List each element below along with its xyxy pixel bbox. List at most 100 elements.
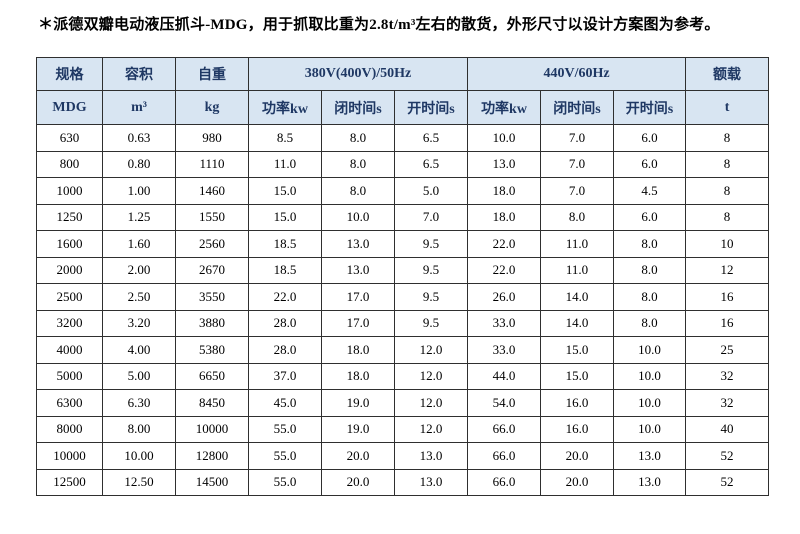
table-cell: 7.0 — [540, 124, 615, 152]
table-cell: 0.63 — [102, 124, 176, 152]
subheader-model: MDG — [36, 90, 103, 125]
table-cell: 7.0 — [540, 150, 615, 178]
table-cell: 13.0 — [467, 150, 542, 178]
table-header: 规格 容积 自重 380V(400V)/50Hz 440V/60Hz 额载 MD… — [36, 57, 770, 125]
table-cell: 3.20 — [102, 309, 176, 337]
table-cell: 1600 — [36, 230, 103, 258]
table-cell: 4.00 — [102, 336, 176, 364]
table-row: 2500 2.50 3550 22.0 17.0 9.5 26.0 14.0 8.0 16 — [36, 283, 770, 311]
table-cell: 8450 — [175, 389, 249, 417]
col-header-volume: 容积 — [102, 57, 176, 91]
table-cell: 8.0 — [613, 230, 687, 258]
table-cell: 5.00 — [102, 362, 176, 390]
table-cell: 6300 — [36, 389, 103, 417]
table-cell: 8.5 — [248, 124, 322, 152]
table-cell: 6.0 — [613, 124, 687, 152]
subheader-close-50hz: 闭时间s — [321, 90, 395, 125]
table-cell: 8.0 — [613, 256, 687, 284]
table-cell: 9.5 — [393, 283, 469, 311]
table-cell: 800 — [36, 150, 103, 178]
table-cell: 19.0 — [321, 389, 395, 417]
subheader-rated-unit: t — [685, 90, 770, 125]
table-cell: 1000 — [36, 177, 103, 205]
table-cell: 8 — [685, 177, 770, 205]
table-cell: 10.0 — [467, 124, 542, 152]
table-cell: 55.0 — [248, 415, 322, 443]
table-row: 10000 10.00 12800 55.0 20.0 13.0 66.0 20.0 13.0 5… — [36, 442, 770, 470]
table-cell: 28.0 — [248, 309, 322, 337]
table-cell: 6.0 — [613, 203, 687, 231]
table-cell: 52 — [685, 442, 770, 470]
table-cell: 18.5 — [248, 256, 322, 284]
table-cell: 32 — [685, 362, 770, 390]
table-cell: 15.0 — [248, 203, 322, 231]
table-cell: 1550 — [175, 203, 249, 231]
table-cell: 11.0 — [540, 256, 615, 284]
table-cell: 13.0 — [613, 468, 687, 496]
subheader-close-60hz: 闭时间s — [540, 90, 615, 125]
table-cell: 40 — [685, 415, 770, 443]
table-row: 3200 3.20 3880 28.0 17.0 9.5 33.0 14.0 8.0 16 — [36, 309, 770, 337]
table-cell: 6.5 — [393, 150, 469, 178]
table-row: 2000 2.00 2670 18.5 13.0 9.5 22.0 11.0 8.0 12 — [36, 256, 770, 284]
table-cell: 15.0 — [248, 177, 322, 205]
table-cell: 18.0 — [467, 177, 542, 205]
subheader-power-60hz: 功率kw — [467, 90, 542, 125]
table-cell: 13.0 — [321, 256, 395, 284]
table-cell: 10000 — [36, 442, 103, 470]
table-row: 4000 4.00 5380 28.0 18.0 12.0 33.0 15.0 10.0 25 — [36, 336, 770, 364]
table-cell: 9.5 — [393, 309, 469, 337]
table-cell: 1460 — [175, 177, 249, 205]
table-cell: 5000 — [36, 362, 103, 390]
table-cell: 0.80 — [102, 150, 176, 178]
table-row: 8000 8.00 10000 55.0 19.0 12.0 66.0 16.0 10.0 40 — [36, 415, 770, 443]
table-row: 800 0.80 1110 11.0 8.0 6.5 13.0 7.0 6.0 8 — [36, 150, 770, 178]
table-cell: 12 — [685, 256, 770, 284]
table-cell: 8 — [685, 150, 770, 178]
table-cell: 18.0 — [321, 336, 395, 364]
table-cell: 66.0 — [467, 415, 542, 443]
table-cell: 28.0 — [248, 336, 322, 364]
table-cell: 12800 — [175, 442, 249, 470]
table-cell: 8.0 — [613, 283, 687, 311]
table-cell: 16 — [685, 309, 770, 337]
col-header-spec: 规格 — [36, 57, 103, 91]
table-cell: 11.0 — [540, 230, 615, 258]
table-cell: 16.0 — [540, 389, 615, 417]
table-cell: 6.30 — [102, 389, 176, 417]
table-cell: 2.50 — [102, 283, 176, 311]
table-cell: 2560 — [175, 230, 249, 258]
table-cell: 9.5 — [393, 256, 469, 284]
table-cell: 37.0 — [248, 362, 322, 390]
col-header-60hz: 440V/60Hz — [467, 57, 687, 91]
table-cell: 8.00 — [102, 415, 176, 443]
table-cell: 12500 — [36, 468, 103, 496]
table-cell: 17.0 — [321, 283, 395, 311]
table-cell: 15.0 — [540, 362, 615, 390]
subheader-power-50hz: 功率kw — [248, 90, 322, 125]
col-header-rated-load: 额载 — [685, 57, 770, 91]
table-cell: 13.0 — [321, 230, 395, 258]
table-cell: 22.0 — [467, 230, 542, 258]
table-cell: 7.0 — [540, 177, 615, 205]
table-cell: 10.0 — [613, 336, 687, 364]
table-body: 630 0.63 980 8.5 8.0 6.5 10.0 7.0 6.0 8 800 0.80 111… — [36, 124, 770, 496]
table-row: 5000 5.00 6650 37.0 18.0 12.0 44.0 15.0 10.0 32 — [36, 362, 770, 390]
table-cell: 33.0 — [467, 336, 542, 364]
table-cell: 12.50 — [102, 468, 176, 496]
table-cell: 10.0 — [613, 415, 687, 443]
table-cell: 45.0 — [248, 389, 322, 417]
table-cell: 8.0 — [613, 309, 687, 337]
table-cell: 22.0 — [467, 256, 542, 284]
spec-table: 规格 容积 自重 380V(400V)/50Hz 440V/60Hz 额载 MD… — [36, 57, 770, 496]
table-cell: 16.0 — [540, 415, 615, 443]
table-cell: 2500 — [36, 283, 103, 311]
subheader-volume-unit: m³ — [102, 90, 176, 125]
table-cell: 8 — [685, 203, 770, 231]
table-cell: 14.0 — [540, 309, 615, 337]
table-cell: 8.0 — [321, 124, 395, 152]
table-cell: 5380 — [175, 336, 249, 364]
table-cell: 7.0 — [393, 203, 469, 231]
table-cell: 3550 — [175, 283, 249, 311]
